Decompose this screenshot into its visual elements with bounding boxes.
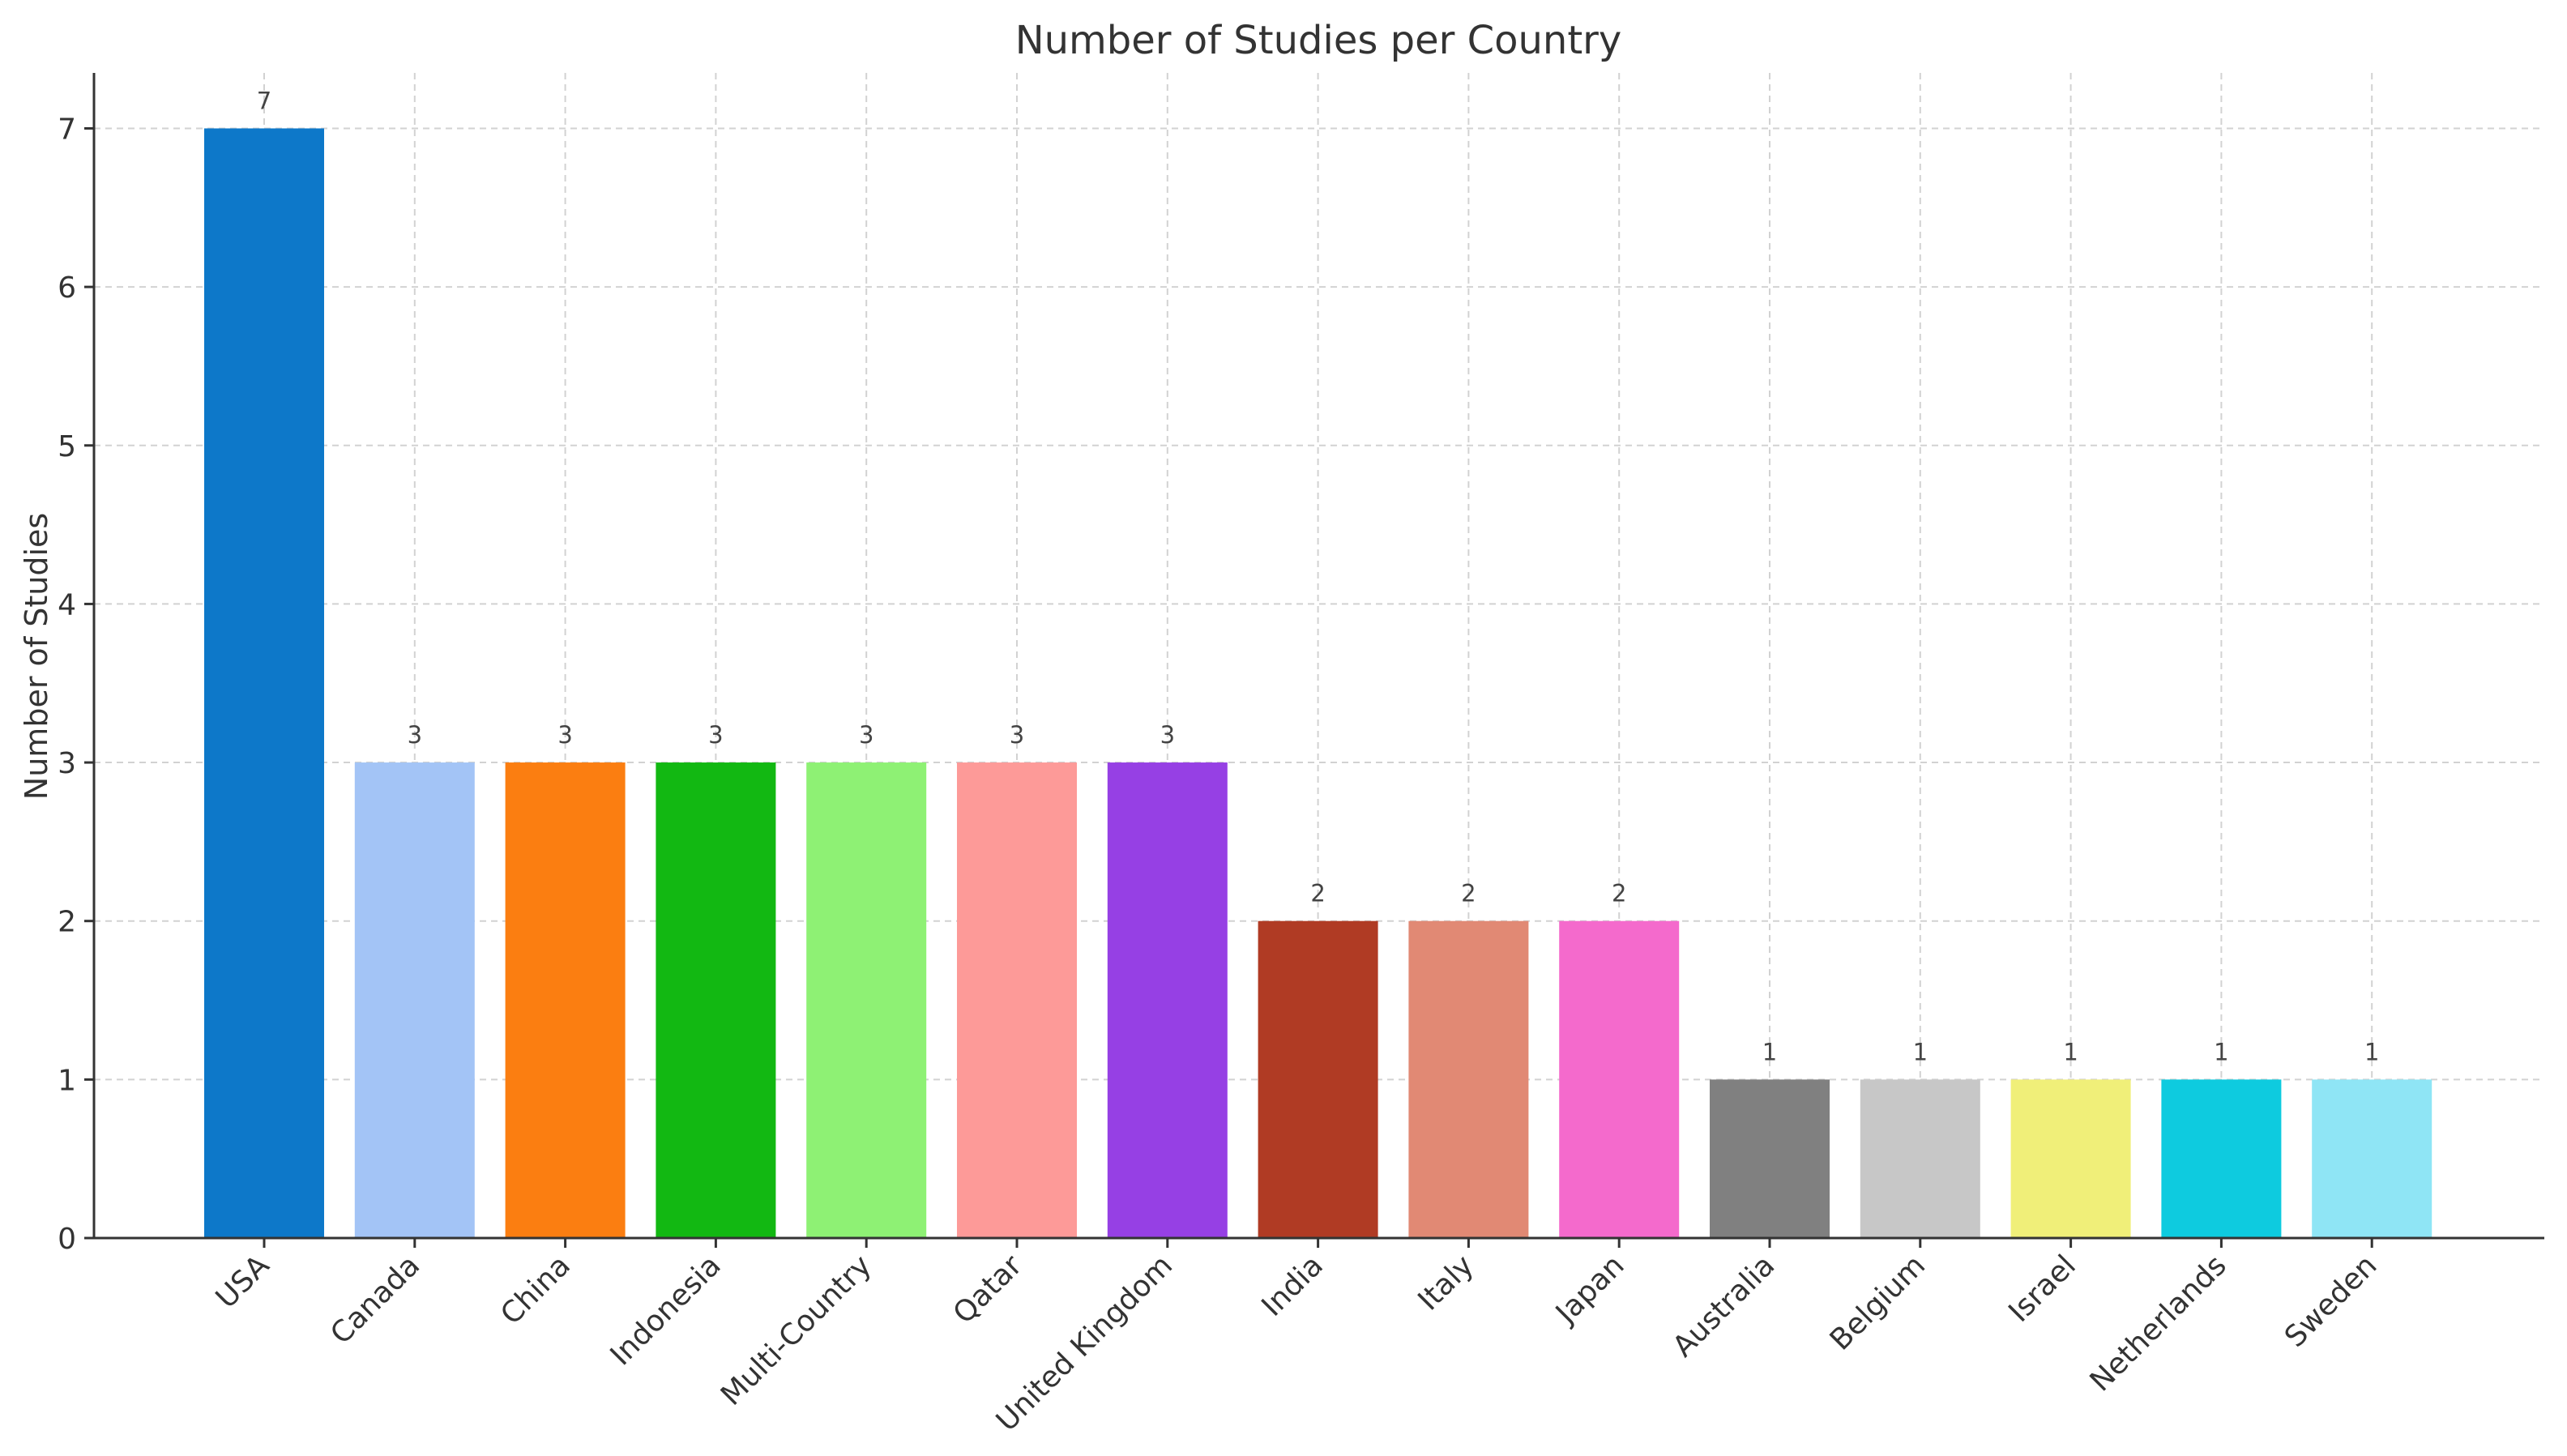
bar bbox=[1710, 1079, 1830, 1238]
bar-value-label: 3 bbox=[557, 721, 572, 749]
bar bbox=[2312, 1079, 2432, 1238]
y-tick-label: 4 bbox=[58, 588, 76, 621]
bar bbox=[656, 762, 776, 1238]
bar bbox=[1559, 920, 1680, 1238]
y-tick-label: 1 bbox=[58, 1064, 76, 1097]
bar bbox=[1408, 920, 1529, 1238]
x-tick-label: Qatar bbox=[947, 1249, 1029, 1330]
bar bbox=[2010, 1079, 2131, 1238]
x-tick-label: Italy bbox=[1412, 1249, 1480, 1317]
x-tick-label: Sweden bbox=[2279, 1249, 2384, 1354]
bars bbox=[204, 128, 2432, 1238]
bar-value-label: 1 bbox=[1913, 1038, 1928, 1065]
bar bbox=[354, 762, 475, 1238]
x-tick-label: China bbox=[494, 1249, 577, 1331]
x-tick-label: Multi-Country bbox=[715, 1249, 878, 1412]
x-tick-label: Belgium bbox=[1824, 1249, 1932, 1356]
bar-value-label: 3 bbox=[1160, 721, 1175, 749]
x-tick-label: Australia bbox=[1667, 1249, 1782, 1364]
x-tick-label: Netherlands bbox=[2084, 1249, 2233, 1398]
y-tick-label: 2 bbox=[58, 906, 76, 939]
x-tick-label: Canada bbox=[324, 1249, 426, 1351]
data-labels: 7 3 3 3 3 3 3 2 2 2 1 1 1 1 1 bbox=[257, 87, 2380, 1065]
bar-value-label: 2 bbox=[1612, 880, 1626, 907]
bar-value-label: 1 bbox=[2214, 1038, 2228, 1065]
bar-value-label: 3 bbox=[408, 721, 422, 749]
y-tick-label: 0 bbox=[58, 1223, 76, 1256]
bar-value-label: 2 bbox=[1461, 880, 1476, 907]
bar bbox=[1107, 762, 1228, 1238]
bar-value-label: 3 bbox=[1010, 721, 1024, 749]
y-tick-label: 7 bbox=[58, 113, 76, 146]
y-tick-label: 5 bbox=[58, 430, 76, 463]
bar bbox=[2161, 1079, 2282, 1238]
bar bbox=[1860, 1079, 1980, 1238]
bar-value-label: 1 bbox=[2063, 1038, 2078, 1065]
y-tick-label: 3 bbox=[58, 747, 76, 780]
bar-value-label: 7 bbox=[257, 87, 271, 114]
chart-title: Number of Studies per Country bbox=[1015, 18, 1622, 63]
y-axis-label: Number of Studies bbox=[19, 513, 54, 800]
bar bbox=[1258, 920, 1378, 1238]
bar bbox=[505, 762, 626, 1238]
bar-value-label: 1 bbox=[1762, 1038, 1777, 1065]
x-tick-label: Israel bbox=[2002, 1249, 2082, 1329]
y-axis-ticks: 0 1 2 3 4 5 6 7 bbox=[58, 113, 94, 1256]
bar-value-label: 3 bbox=[859, 721, 873, 749]
bar bbox=[204, 128, 324, 1238]
x-tick-label: India bbox=[1255, 1249, 1329, 1322]
bar bbox=[806, 762, 927, 1238]
gridlines bbox=[94, 73, 2544, 1238]
bar-value-label: 2 bbox=[1310, 880, 1325, 907]
x-tick-label: Indonesia bbox=[604, 1249, 728, 1372]
y-tick-label: 6 bbox=[58, 271, 76, 305]
x-tick-label: USA bbox=[210, 1249, 276, 1315]
bar-value-label: 1 bbox=[2364, 1038, 2379, 1065]
bar-value-label: 3 bbox=[708, 721, 723, 749]
x-tick-label: Japan bbox=[1548, 1249, 1630, 1330]
bar bbox=[957, 762, 1077, 1238]
